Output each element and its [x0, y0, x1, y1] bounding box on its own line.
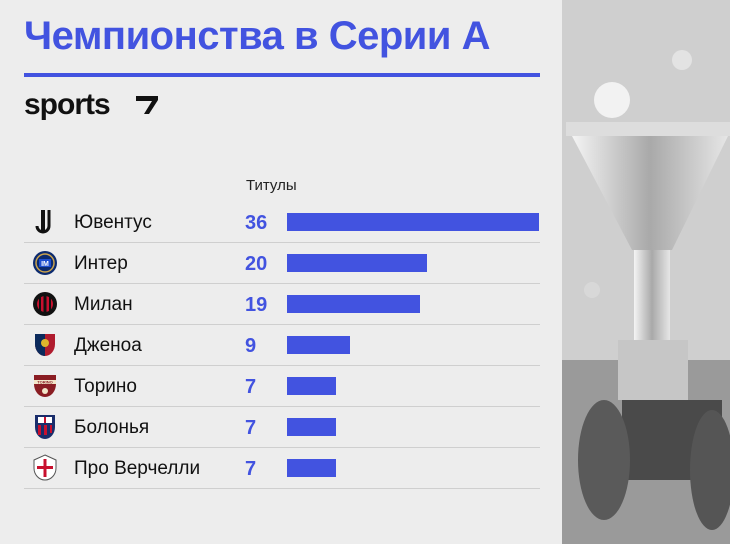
bar	[287, 254, 427, 272]
value-label: 7	[245, 376, 256, 398]
bar-row: TORINO Торино 7	[24, 375, 540, 407]
titles-bar-chart: Ювентус 36 IM Интер 20 Милан 19 Дженоа 9 TORINO То…	[24, 210, 540, 489]
bar-row: Милан 19	[24, 292, 540, 325]
bar	[287, 459, 336, 477]
team-label: Интер	[74, 253, 128, 274]
milan-logo-icon	[33, 292, 57, 316]
team-label: Ювентус	[74, 212, 152, 233]
bar-row: Ювентус 36	[24, 210, 540, 243]
value-label: 19	[245, 294, 267, 316]
value-label: 7	[245, 458, 256, 480]
brand-logo: sports	[24, 88, 111, 121]
value-label: 9	[245, 335, 256, 357]
bar-row: Про Верчелли 7	[24, 454, 540, 489]
bar	[287, 418, 336, 436]
bar-row: IM Интер 20	[24, 251, 540, 284]
bar	[287, 295, 420, 313]
bar	[287, 213, 539, 231]
column-header: Титулы	[246, 177, 297, 194]
title-divider	[24, 73, 540, 77]
genoa-logo-icon	[35, 334, 55, 356]
brand-mark-icon	[136, 96, 158, 114]
team-label: Про Верчелли	[74, 458, 200, 479]
team-label: Милан	[74, 294, 133, 315]
juventus-logo-icon	[35, 210, 51, 234]
svg-text:TORINO: TORINO	[37, 379, 52, 384]
team-label: Торино	[74, 376, 137, 397]
value-label: 7	[245, 417, 256, 439]
page-title: Чемпионства в Серии А	[24, 14, 490, 58]
bar-row: Болонья 7	[24, 415, 540, 448]
trophy-photo	[562, 0, 730, 544]
team-label: Болонья	[74, 417, 149, 438]
svg-text:IM: IM	[41, 261, 49, 268]
team-label: Дженоа	[74, 335, 142, 356]
bar-row: Дженоа 9	[24, 334, 540, 366]
trophy-image	[562, 0, 730, 544]
bar	[287, 377, 336, 395]
inter-logo-icon: IM	[33, 251, 57, 275]
pro-vercelli-logo-icon	[33, 454, 57, 481]
value-label: 36	[245, 212, 267, 234]
torino-logo-icon: TORINO	[34, 375, 56, 397]
bologna-logo-icon	[35, 415, 55, 439]
bar	[287, 336, 350, 354]
value-label: 20	[245, 253, 267, 275]
